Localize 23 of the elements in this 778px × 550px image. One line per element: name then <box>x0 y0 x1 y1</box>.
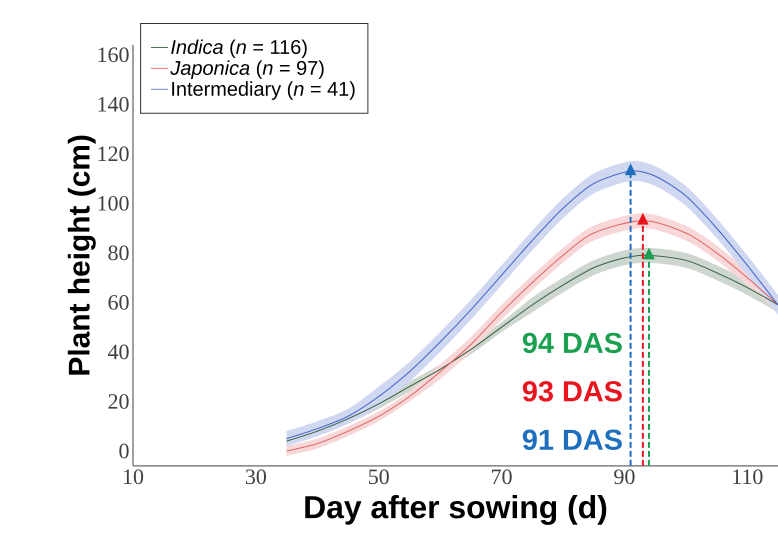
x-tick-label: 110 <box>733 469 762 484</box>
x-axis-title: Day after sowing (d) <box>305 495 606 525</box>
legend-label: Indica (n = 116) <box>171 39 307 58</box>
ref-line-label: 93 DAS <box>522 381 622 402</box>
x-tick-label: 50 <box>369 469 389 484</box>
y-tick-label: 0 <box>119 444 129 458</box>
y-tick-label: 120 <box>98 146 129 162</box>
y-tick-label: 80 <box>108 245 129 260</box>
y-tick-label: 40 <box>108 344 129 360</box>
y-axis-title: Plant height (cm) <box>68 136 96 375</box>
x-tick-label: 10 <box>124 469 144 484</box>
x-tick-label: 90 <box>614 469 635 484</box>
legend-label: Japonica (n = 97) <box>170 60 324 79</box>
x-tick-label: 70 <box>492 469 512 484</box>
legend-label: Intermediary (n = 41) <box>172 81 355 100</box>
y-tick-label: 60 <box>108 295 129 310</box>
ref-line-label: 94 DAS <box>522 332 622 354</box>
x-tick-label: 30 <box>246 469 266 484</box>
y-tick-label: 160 <box>98 47 129 62</box>
y-tick-label: 100 <box>98 196 129 211</box>
y-tick-label: 20 <box>108 394 129 409</box>
y-tick-label: 140 <box>98 96 129 112</box>
ref-line-label: 91 DAS <box>522 430 622 450</box>
